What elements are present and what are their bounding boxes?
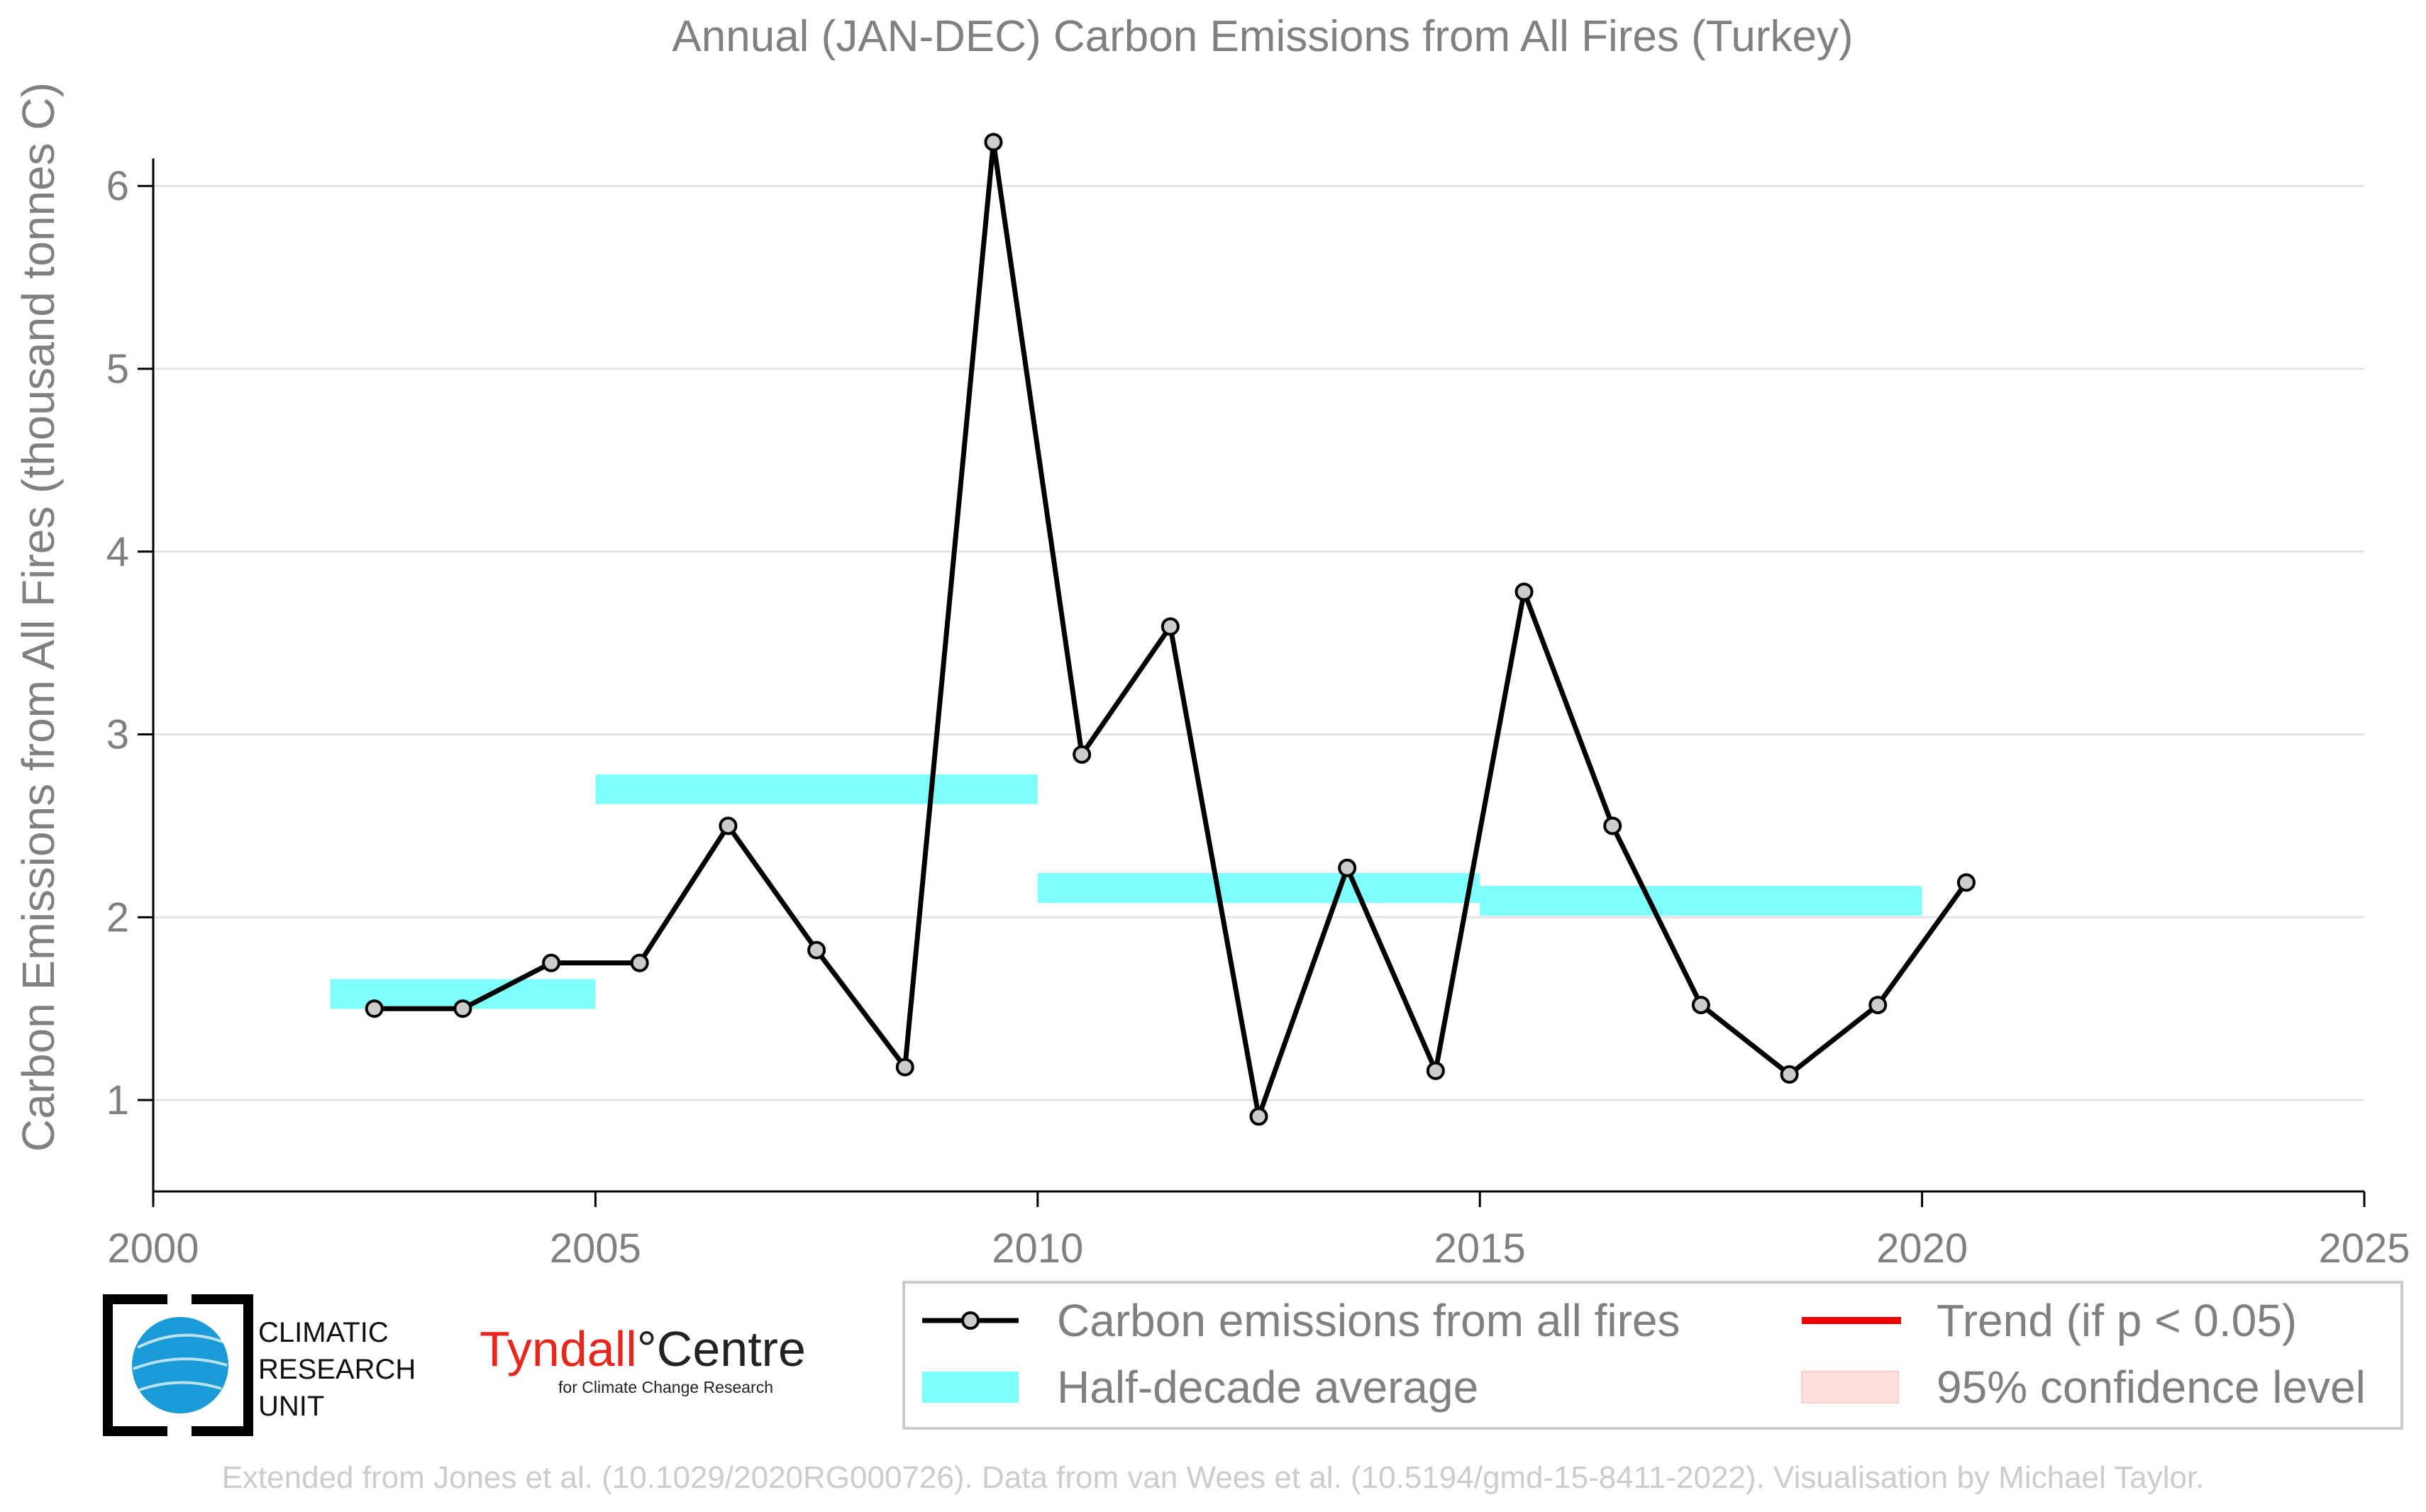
data-point-9	[1161, 617, 1180, 636]
y-tick-label-1: 1	[106, 1077, 129, 1123]
tyndall-logo-suffix: °Centre	[637, 1321, 806, 1377]
chart-title: Annual (JAN-DEC) Carbon Emissions from A…	[672, 12, 1853, 61]
tyndall-logo-name: Tyndall	[480, 1321, 637, 1377]
data-point-8	[1073, 745, 1092, 764]
x-tick-label-2000: 2000	[107, 1225, 199, 1272]
cru-logo: CLIMATIC RESEARCH UNIT	[103, 1294, 416, 1436]
y-tick-label-2: 2	[106, 894, 129, 940]
cru-logo-frame	[103, 1294, 253, 1436]
data-point-14	[1603, 816, 1622, 835]
x-tick-label-2020: 2020	[1876, 1225, 1968, 1272]
data-point-13	[1514, 582, 1534, 601]
data-point-6	[895, 1057, 914, 1077]
legend-trend-label: Trend (if p < 0.05)	[1937, 1295, 2297, 1346]
half-decade-average-bar-3	[1480, 886, 1922, 916]
emissions-series	[365, 133, 1976, 1126]
legend-confidence-swatch	[1801, 1371, 1899, 1403]
tyndall-logo: Tyndall°Centre for Climate Change Resear…	[480, 1321, 806, 1396]
data-point-3	[630, 953, 649, 972]
data-point-11	[1338, 858, 1357, 877]
x-tick-label-2015: 2015	[1434, 1225, 1526, 1272]
cru-logo-text-line-1: CLIMATIC	[258, 1317, 389, 1348]
data-point-17	[1868, 996, 1888, 1015]
data-point-16	[1780, 1065, 1799, 1084]
legend-emissions-swatch-marker	[961, 1311, 980, 1330]
axes	[138, 158, 2366, 1207]
x-tick-label-2010: 2010	[992, 1225, 1083, 1272]
half-decade-average-bar-2	[1037, 873, 1480, 904]
data-point-15	[1691, 996, 1710, 1015]
cru-logo-text-line-2: RESEARCH	[258, 1354, 416, 1385]
x-tick-label-2025: 2025	[2318, 1225, 2410, 1272]
gridlines	[153, 184, 2364, 1101]
half-decade-average-bar-1	[595, 774, 1038, 804]
tyndall-logo-title: Tyndall°Centre	[480, 1321, 806, 1377]
cru-logo-text-line-3: UNIT	[258, 1391, 324, 1422]
legend-average-swatch	[922, 1372, 1019, 1403]
legend-emissions-label: Carbon emissions from all fires	[1057, 1295, 1680, 1346]
data-point-7	[984, 133, 1003, 152]
legend: Carbon emissions from all fires Trend (i…	[902, 1281, 2403, 1430]
tyndall-logo-subtitle: for Climate Change Research	[558, 1378, 773, 1396]
tick-labels: 1 2 3 4 5 6 2000 2005 2010 2015 2020 2025	[106, 163, 2410, 1272]
data-point-18	[1956, 873, 1976, 892]
legend-confidence-label: 95% confidence level	[1937, 1362, 2366, 1413]
y-axis-label: Carbon Emissions from All Fires (thousan…	[13, 82, 64, 1152]
data-point-10	[1249, 1107, 1268, 1126]
y-tick-label-3: 3	[106, 712, 129, 758]
data-point-12	[1426, 1061, 1445, 1080]
legend-box	[902, 1281, 2403, 1430]
legend-average-label: Half-decade average	[1057, 1362, 1478, 1413]
data-point-1	[453, 999, 472, 1018]
y-tick-label-4: 4	[106, 529, 129, 575]
y-tick-label-6: 6	[106, 163, 129, 209]
data-point-4	[719, 816, 738, 835]
x-tick-label-2005: 2005	[550, 1225, 641, 1272]
cru-logo-globe-lines	[133, 1333, 228, 1391]
data-point-5	[807, 940, 826, 960]
footer-credits: Extended from Jones et al. (10.1029/2020…	[222, 1460, 2205, 1495]
y-tick-label-5: 5	[106, 346, 129, 392]
data-point-2	[542, 953, 561, 972]
data-point-0	[365, 999, 384, 1018]
